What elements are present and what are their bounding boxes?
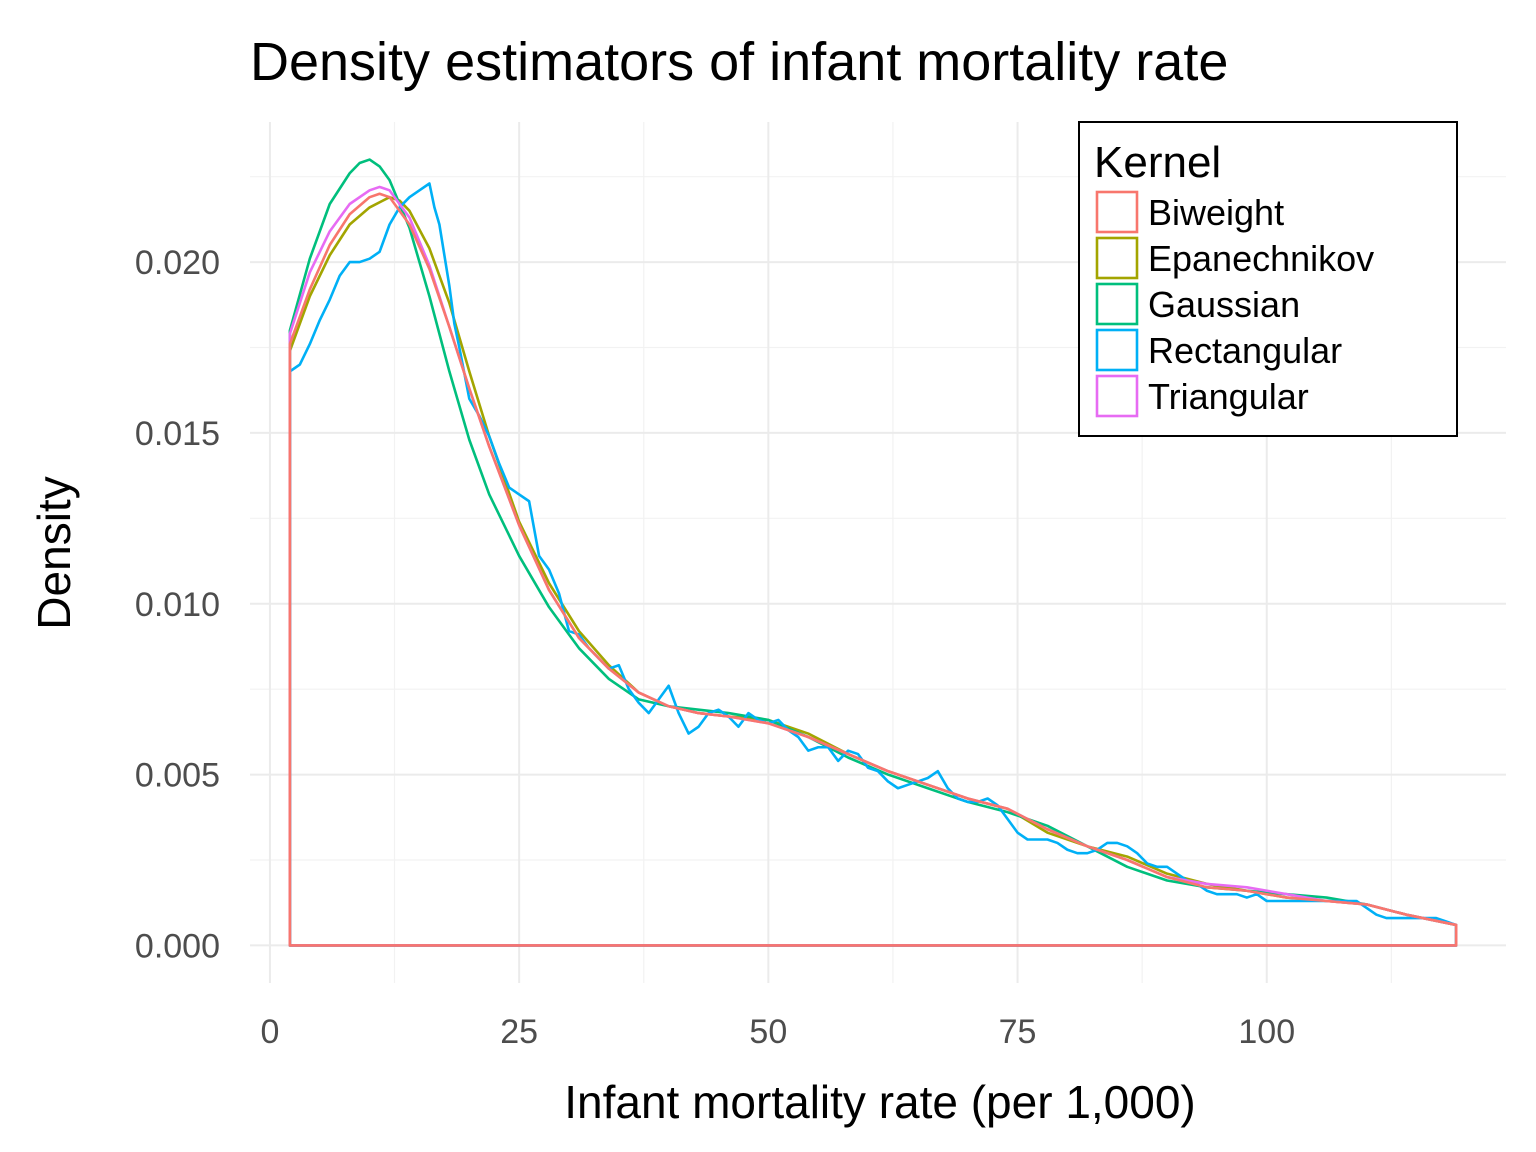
legend: Kernel Biweight Epanechnikov Gaussian Recta… bbox=[1078, 121, 1458, 437]
legend-items: Biweight Epanechnikov Gaussian Rectangular T… bbox=[1095, 190, 1374, 418]
legend-key-biweight bbox=[1095, 190, 1139, 234]
x-axis-title: Infant mortality rate (per 1,000) bbox=[564, 1076, 1196, 1128]
legend-label-epanechnikov: Epanechnikov bbox=[1148, 238, 1374, 279]
legend-key-gaussian bbox=[1095, 282, 1139, 326]
y-axis-ticks: 0.000 0.005 0.010 0.015 0.020 bbox=[135, 244, 220, 965]
legend-key-epanechnikov bbox=[1095, 236, 1139, 280]
legend-box bbox=[1078, 121, 1458, 437]
y-axis-title: Density bbox=[28, 476, 80, 629]
legend-label-triangular: Triangular bbox=[1148, 376, 1309, 417]
series-line-biweight bbox=[288, 192, 1458, 947]
y-tick-label: 0.010 bbox=[135, 586, 220, 624]
x-tick-label: 0 bbox=[260, 1013, 279, 1051]
y-tick-label: 0.020 bbox=[135, 244, 220, 282]
x-axis-ticks: 0 25 50 75 100 bbox=[260, 1013, 1295, 1051]
series-layer bbox=[288, 158, 1458, 947]
x-tick-label: 25 bbox=[500, 1013, 538, 1051]
legend-label-biweight: Biweight bbox=[1148, 192, 1284, 233]
legend-key-rectangular bbox=[1095, 328, 1139, 372]
legend-key-triangular bbox=[1095, 374, 1139, 418]
chart-title: Density estimators of infant mortality r… bbox=[250, 32, 1228, 92]
y-tick-label: 0.015 bbox=[135, 415, 220, 453]
y-tick-label: 0.005 bbox=[135, 757, 220, 795]
legend-label-rectangular: Rectangular bbox=[1148, 330, 1342, 371]
x-tick-label: 100 bbox=[1238, 1013, 1295, 1051]
legend-title: Kernel bbox=[1094, 138, 1221, 187]
legend-label-gaussian: Gaussian bbox=[1148, 284, 1300, 325]
x-tick-label: 75 bbox=[999, 1013, 1037, 1051]
x-tick-label: 50 bbox=[749, 1013, 787, 1051]
y-tick-label: 0.000 bbox=[135, 927, 220, 965]
